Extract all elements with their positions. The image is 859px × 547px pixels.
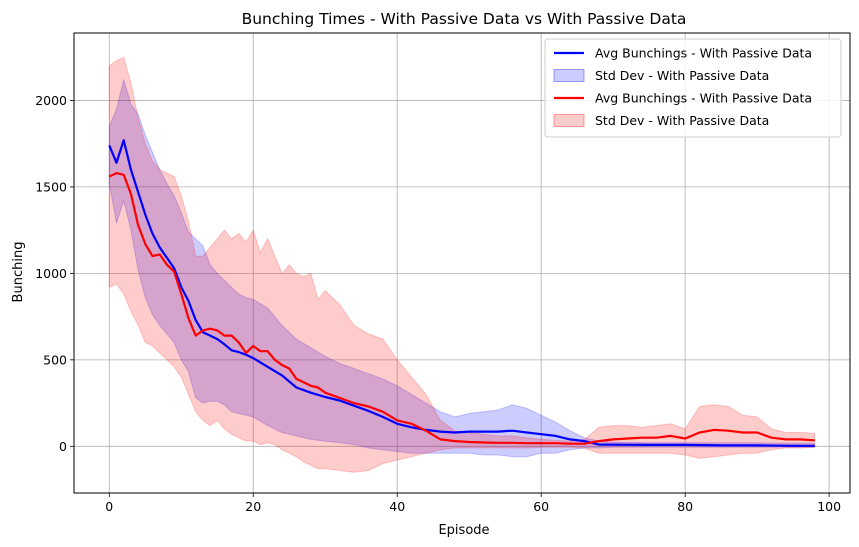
x-tick-label: 40 [389, 499, 405, 514]
y-tick-label: 500 [43, 352, 67, 367]
y-tick-label: 2000 [35, 93, 67, 108]
std-dev-band-3 [108, 56, 816, 473]
legend-entry-label: Avg Bunchings - With Passive Data [595, 91, 812, 106]
y-axis-label: Bunching [11, 242, 26, 303]
std-dev-band-1 [108, 77, 816, 458]
legend-swatch-band [553, 69, 585, 82]
legend: Avg Bunchings - With Passive Data Std Dev… [544, 38, 842, 138]
x-tick-label: 0 [105, 499, 113, 514]
y-axis-ticks: 0 500 1000 1500 2000 [35, 93, 74, 454]
y-tick-label: 1000 [35, 266, 67, 281]
x-tick-label: 100 [817, 499, 841, 514]
avg-line-2 [108, 172, 815, 445]
avg-line-0 [108, 139, 815, 447]
legend-entry-label: Std Dev - With Passive Data [595, 68, 769, 83]
x-tick-label: 80 [677, 499, 693, 514]
x-axis-label: Episode [438, 523, 489, 538]
legend-entry-label: Avg Bunchings - With Passive Data [595, 46, 812, 61]
y-tick-label: 0 [59, 439, 67, 454]
plot-frame [73, 32, 851, 494]
std-dev-bands [108, 56, 816, 473]
chart-title: Bunching Times - With Passive Data vs Wi… [242, 10, 687, 28]
y-tick-label: 1500 [35, 179, 67, 194]
legend-entry-label: Std Dev - With Passive Data [595, 113, 769, 128]
x-axis-ticks: 0 20 40 60 80 100 [105, 493, 841, 514]
legend-swatch-band [553, 114, 585, 127]
series-lines [108, 139, 815, 447]
legend-box [544, 38, 842, 138]
x-tick-label: 20 [245, 499, 261, 514]
x-tick-label: 60 [533, 499, 549, 514]
